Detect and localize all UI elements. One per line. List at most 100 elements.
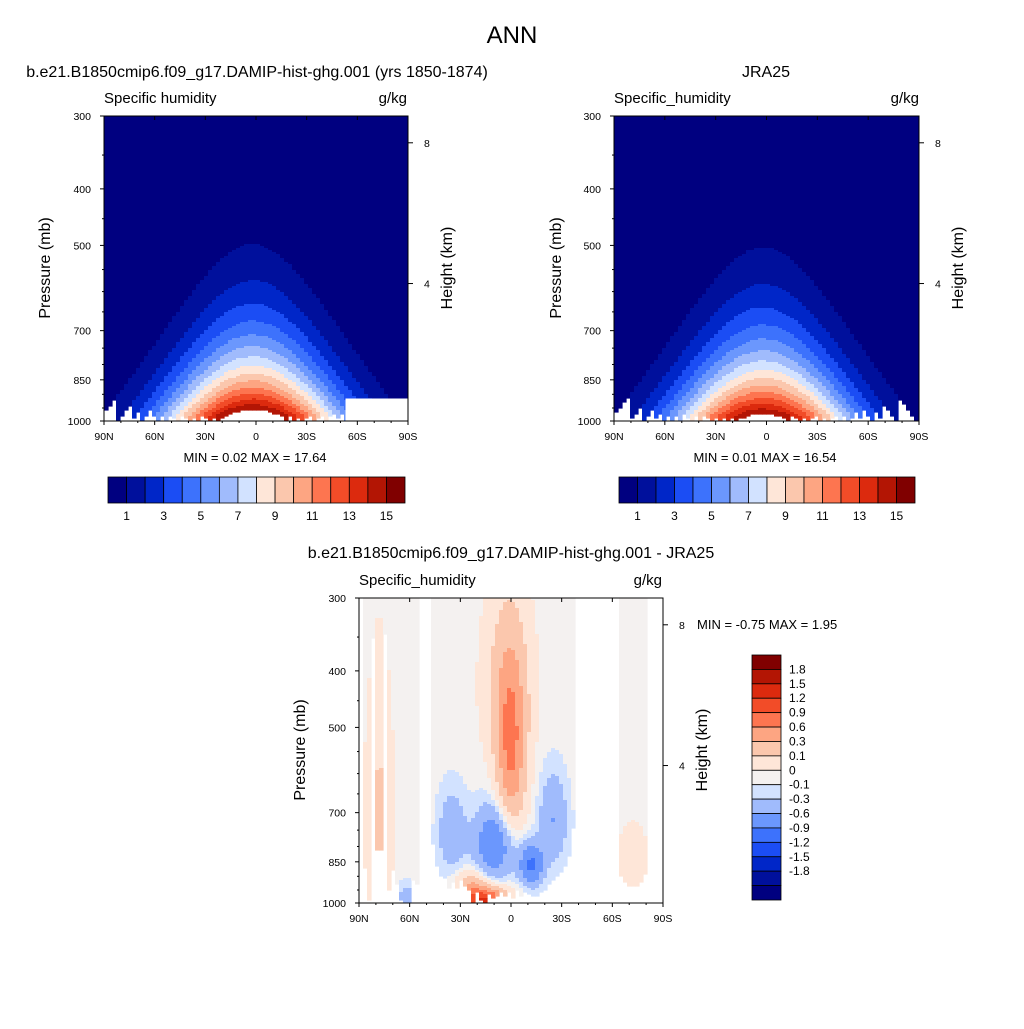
model-contour-cell — [232, 308, 237, 327]
model-contour-cell — [188, 384, 193, 395]
obs-contour-cell — [842, 354, 847, 373]
obs-contour-cell — [842, 386, 847, 399]
obs-contour-cell — [786, 414, 791, 421]
model-contour-cell — [204, 370, 209, 379]
obs-contour-cell — [770, 286, 775, 309]
obs-contour-cell — [726, 390, 731, 397]
model-contour-cell — [296, 412, 301, 419]
obs-colorbar-box — [748, 476, 768, 504]
model-contour-cell — [248, 334, 253, 347]
diff-contour-cell — [495, 800, 500, 807]
model-contour-cell — [264, 390, 269, 397]
obs-contour-cell — [910, 116, 915, 417]
model-contour-cell — [344, 386, 349, 401]
diff-contour-cell — [475, 864, 480, 871]
obs-contour-cell — [874, 368, 879, 397]
model-contour-cell — [244, 388, 249, 395]
obs-contour-cell — [706, 322, 711, 343]
obs-contour-cell — [858, 374, 863, 393]
model-xtick-label: 90N — [94, 431, 113, 443]
obs-contour-cell — [722, 392, 727, 401]
obs-contour-cell — [646, 116, 651, 371]
obs-contour-cell — [730, 336, 735, 351]
obs-contour-cell — [842, 322, 847, 355]
model-contour-cell — [184, 116, 189, 301]
model-contour-cell — [256, 346, 261, 357]
model-contour-cell — [272, 310, 277, 327]
diff-contour-cell — [479, 890, 484, 893]
model-contour-cell — [300, 332, 305, 349]
obs-contour-cell — [794, 372, 799, 381]
model-contour-cell — [312, 392, 317, 401]
obs-contour-cell — [826, 332, 831, 355]
model-contour-cell — [228, 362, 233, 371]
diff-contour-cell — [463, 864, 468, 871]
obs-contour-cell — [726, 410, 731, 415]
obs-contour-cell — [686, 402, 691, 411]
model-contour-cell — [308, 356, 313, 371]
obs-contour-cell — [666, 390, 671, 405]
model-contour-cell — [252, 346, 257, 357]
model-contour-cell — [232, 350, 237, 361]
model-y2tick-label: 8 — [424, 138, 430, 150]
model-contour-cell — [280, 356, 285, 367]
obs-contour-cell — [778, 312, 783, 329]
obs-contour-cell — [818, 382, 823, 393]
model-contour-cell — [232, 360, 237, 371]
diff-contour-cell — [475, 870, 480, 873]
obs-contour-cell — [806, 116, 811, 277]
model-contour-cell — [212, 300, 217, 323]
diff-contour-cell — [407, 598, 412, 879]
model-colorbar-box — [293, 476, 313, 504]
obs-contour-cell — [766, 378, 771, 387]
obs-contour-cell — [690, 116, 695, 309]
obs-contour-cell — [658, 400, 663, 415]
obs-contour-cell — [734, 378, 739, 387]
obs-contour-cell — [722, 412, 727, 419]
diff-contour-cell — [447, 796, 452, 865]
model-contour-cell — [212, 402, 217, 409]
model-contour-cell — [236, 402, 241, 407]
obs-contour-cell — [726, 340, 731, 353]
diff-contour-cell — [367, 598, 372, 679]
diff-contour-cell — [475, 878, 480, 885]
obs-colorbar-label: 5 — [708, 509, 715, 523]
model-contour-cell — [164, 402, 169, 413]
diff-contour-cell — [619, 598, 624, 835]
model-contour-cell — [180, 394, 185, 403]
model-contour-cell — [196, 354, 201, 367]
diff-contour-cell — [463, 878, 468, 887]
model-stats: MIN = 0.02 MAX = 17.64 — [183, 450, 326, 465]
model-contour-cell — [208, 326, 213, 343]
diff-colorbar-box — [751, 827, 782, 843]
model-contour-cell — [212, 116, 217, 267]
obs-contour-cell — [778, 342, 783, 355]
diff-contour-cell — [543, 786, 548, 879]
obs-contour-cell — [838, 116, 843, 317]
diff-colorbar-label: 1.5 — [789, 677, 806, 691]
model-contour-cell — [248, 356, 253, 367]
obs-contour-cell — [654, 116, 659, 361]
obs-contour-cell — [794, 402, 799, 409]
obs-contour-cell — [750, 308, 755, 327]
obs-contour-cell — [706, 406, 711, 413]
obs-contour-cell — [686, 380, 691, 393]
model-contour-cell — [320, 304, 325, 337]
diff-contour-cell — [491, 800, 496, 807]
diff-contour-cell — [367, 678, 372, 901]
model-contour-cell — [272, 252, 277, 287]
diff-contour-cell — [563, 838, 568, 867]
obs-contour-cell — [834, 116, 839, 313]
obs-contour-cell — [790, 412, 795, 417]
model-contour-cell — [188, 296, 193, 329]
diff-contour-cell — [451, 770, 456, 797]
diff-contour-cell — [499, 796, 504, 809]
model-contour-cell — [184, 300, 189, 333]
model-contour-cell — [268, 116, 273, 251]
obs-contour-cell — [746, 328, 751, 343]
obs-colorbar-box — [766, 476, 786, 504]
diff-contour-cell — [439, 782, 444, 819]
model-contour-cell — [188, 402, 193, 409]
model-contour-cell — [324, 386, 329, 397]
obs-contour-cell — [770, 340, 775, 353]
